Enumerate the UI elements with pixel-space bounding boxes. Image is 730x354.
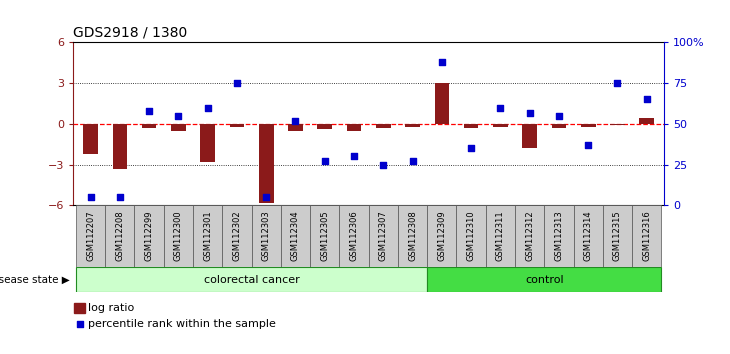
Text: GSM112311: GSM112311 xyxy=(496,210,505,261)
Bar xyxy=(200,124,215,162)
Text: GSM112310: GSM112310 xyxy=(466,210,476,261)
Bar xyxy=(142,124,156,128)
Text: log ratio: log ratio xyxy=(88,303,134,313)
Text: GSM112314: GSM112314 xyxy=(584,210,593,261)
Bar xyxy=(464,124,478,128)
Bar xyxy=(310,205,339,267)
Bar xyxy=(281,205,310,267)
Bar xyxy=(523,124,537,148)
Text: GSM112306: GSM112306 xyxy=(350,210,358,261)
Text: GSM112207: GSM112207 xyxy=(86,210,95,261)
Point xyxy=(641,97,653,102)
Point xyxy=(172,113,184,119)
Bar xyxy=(105,205,134,267)
Point xyxy=(319,159,331,164)
Bar xyxy=(545,205,574,267)
Point xyxy=(553,113,565,119)
Text: GSM112313: GSM112313 xyxy=(554,210,564,261)
Bar xyxy=(485,205,515,267)
Point xyxy=(231,80,243,86)
Bar xyxy=(164,205,193,267)
Bar xyxy=(112,124,127,169)
Text: GSM112303: GSM112303 xyxy=(261,210,271,261)
Bar xyxy=(83,124,98,154)
Point xyxy=(524,110,536,115)
Point xyxy=(465,145,477,151)
Point xyxy=(407,159,418,164)
Bar xyxy=(347,124,361,131)
Bar xyxy=(398,205,427,267)
Bar xyxy=(603,205,632,267)
Point xyxy=(377,162,389,167)
Bar xyxy=(134,205,164,267)
Point xyxy=(201,105,213,110)
Point xyxy=(436,59,447,65)
Point xyxy=(583,142,594,148)
Bar xyxy=(369,205,398,267)
Text: GSM112316: GSM112316 xyxy=(642,210,651,261)
Bar xyxy=(76,267,427,292)
Bar xyxy=(223,205,252,267)
Bar xyxy=(427,205,456,267)
Point xyxy=(348,154,360,159)
Bar xyxy=(639,119,654,124)
Text: GSM112309: GSM112309 xyxy=(437,210,446,261)
Bar xyxy=(259,124,274,202)
Point xyxy=(74,321,85,327)
Text: disease state ▶: disease state ▶ xyxy=(0,275,69,285)
Bar xyxy=(427,267,661,292)
Point xyxy=(261,194,272,200)
Text: GSM112208: GSM112208 xyxy=(115,210,124,261)
Bar xyxy=(318,124,332,129)
Bar xyxy=(552,124,566,128)
Point xyxy=(290,118,301,124)
Text: GDS2918 / 1380: GDS2918 / 1380 xyxy=(73,26,188,40)
Text: control: control xyxy=(525,275,564,285)
Text: colorectal cancer: colorectal cancer xyxy=(204,275,299,285)
Text: GSM112301: GSM112301 xyxy=(203,210,212,261)
Bar xyxy=(171,124,185,131)
Bar xyxy=(434,83,449,124)
Bar xyxy=(456,205,485,267)
Text: GSM112300: GSM112300 xyxy=(174,210,183,261)
Bar xyxy=(515,205,545,267)
Bar xyxy=(76,205,105,267)
Point xyxy=(114,194,126,200)
Point xyxy=(85,194,96,200)
Text: GSM112315: GSM112315 xyxy=(613,210,622,261)
Bar xyxy=(581,124,596,127)
Bar xyxy=(252,205,281,267)
Bar xyxy=(574,205,603,267)
Text: GSM112302: GSM112302 xyxy=(232,210,242,261)
Text: GSM112312: GSM112312 xyxy=(525,210,534,261)
Text: GSM112308: GSM112308 xyxy=(408,210,417,261)
Text: GSM112305: GSM112305 xyxy=(320,210,329,261)
Bar xyxy=(339,205,369,267)
Bar xyxy=(493,124,507,127)
Bar xyxy=(632,205,661,267)
Text: GSM112304: GSM112304 xyxy=(291,210,300,261)
Bar xyxy=(230,124,245,127)
Text: GSM112299: GSM112299 xyxy=(145,210,153,261)
Point xyxy=(143,108,155,114)
Bar xyxy=(74,303,85,313)
Point xyxy=(612,80,623,86)
Point xyxy=(494,105,506,110)
Bar xyxy=(376,124,391,128)
Text: GSM112307: GSM112307 xyxy=(379,210,388,261)
Bar xyxy=(193,205,223,267)
Bar xyxy=(610,124,625,125)
Bar xyxy=(288,124,303,131)
Text: percentile rank within the sample: percentile rank within the sample xyxy=(88,319,276,329)
Bar xyxy=(405,124,420,127)
